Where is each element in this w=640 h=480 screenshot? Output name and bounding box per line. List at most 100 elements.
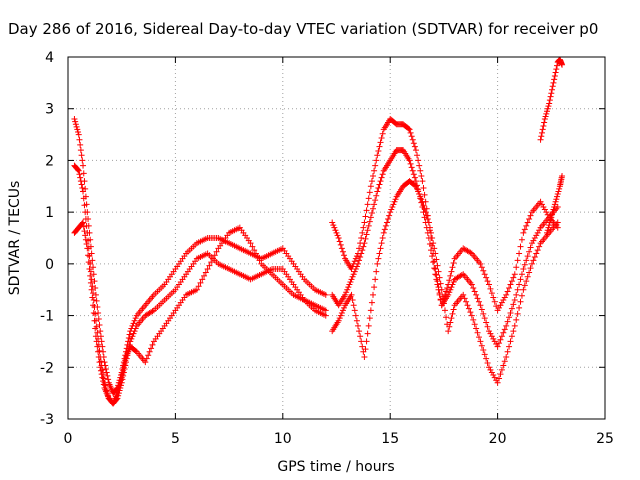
- data-point-interp: [94, 329, 101, 336]
- data-point-interp: [360, 243, 367, 250]
- data-point-interp: [410, 140, 417, 147]
- data-point-interp: [129, 333, 136, 340]
- data-point-interp: [350, 302, 357, 309]
- data-point: [546, 100, 553, 107]
- data-point-interp: [524, 253, 531, 260]
- data-point: [322, 307, 329, 314]
- data-point-interp: [521, 282, 528, 289]
- data-point-interp: [484, 359, 491, 366]
- data-point-interp: [332, 227, 339, 234]
- data-point-interp: [434, 281, 441, 288]
- data-point-interp: [500, 362, 507, 369]
- data-point-interp: [553, 196, 560, 203]
- data-point: [468, 281, 475, 288]
- data-point-interp: [474, 329, 481, 336]
- data-point-interp: [80, 195, 87, 202]
- data-point-interp: [426, 224, 433, 231]
- data-point-interp: [333, 229, 340, 236]
- data-point-interp: [77, 174, 84, 181]
- data-point-interp: [549, 211, 556, 218]
- data-point-interp: [80, 170, 87, 177]
- data-point: [432, 266, 439, 273]
- data-point-interp: [527, 212, 534, 219]
- data-point-interp: [345, 284, 352, 291]
- data-point: [322, 312, 329, 319]
- data-point: [559, 172, 566, 179]
- chart-title: Day 286 of 2016, Sidereal Day-to-day VTE…: [8, 20, 598, 38]
- data-point-interp: [104, 372, 111, 379]
- data-point-interp: [513, 291, 520, 298]
- data-point-interp: [414, 185, 421, 192]
- data-point-interp: [443, 288, 450, 295]
- data-point-interp: [103, 369, 110, 376]
- data-point-interp: [547, 93, 554, 100]
- data-point-interp: [362, 235, 369, 242]
- data-point-interp: [409, 136, 416, 143]
- data-point-interp: [378, 135, 385, 142]
- data-point: [406, 157, 413, 164]
- data-point-interp: [89, 257, 96, 264]
- data-point: [374, 188, 381, 195]
- data-point-interp: [517, 243, 524, 250]
- data-point-interp: [430, 259, 437, 266]
- data-point-interp: [490, 294, 497, 301]
- data-point-interp: [488, 290, 495, 297]
- data-point-interp: [375, 255, 382, 262]
- data-point-interp: [418, 196, 425, 203]
- data-point-interp: [117, 377, 124, 384]
- data-point-interp: [85, 259, 92, 266]
- data-point-interp: [202, 269, 209, 276]
- data-point-interp: [467, 249, 474, 256]
- data-point-interp: [517, 276, 524, 283]
- data-point: [88, 276, 95, 283]
- data-point-interp: [411, 143, 418, 150]
- data-point-interp: [195, 283, 202, 290]
- data-point-interp: [132, 347, 139, 354]
- data-point-interp: [526, 248, 533, 255]
- data-point-interp: [372, 162, 379, 169]
- data-point-interp: [90, 290, 97, 297]
- data-point: [425, 219, 432, 226]
- data-point-interp: [100, 378, 107, 385]
- data-point-interp: [497, 371, 504, 378]
- data-point-interp: [510, 301, 517, 308]
- data-point-interp: [471, 321, 478, 328]
- data-point-interp: [379, 171, 386, 178]
- data-point-interp: [447, 272, 454, 279]
- data-point-interp: [418, 172, 425, 179]
- data-point-interp: [115, 384, 122, 391]
- data-point-interp: [423, 212, 430, 219]
- data-point-interp: [497, 336, 504, 343]
- data-point-interp: [390, 201, 397, 208]
- data-point-interp: [428, 229, 435, 236]
- data-point-interp: [428, 247, 435, 254]
- data-point-interp: [76, 136, 83, 143]
- data-point-interp: [86, 266, 93, 273]
- data-point-interp: [90, 271, 97, 278]
- data-point-interp: [497, 302, 504, 309]
- data-point-interp: [79, 185, 86, 192]
- data-point-interp: [408, 164, 415, 171]
- data-point-interp: [514, 257, 521, 264]
- data-point: [127, 338, 134, 345]
- data-point-interp: [498, 366, 505, 373]
- data-point-interp: [496, 375, 503, 382]
- data-point: [335, 235, 342, 241]
- x-axis-label: GPS time / hours: [277, 459, 394, 475]
- data-point-interp: [554, 191, 561, 198]
- data-point-interp: [376, 181, 383, 188]
- data-point-interp: [547, 216, 554, 223]
- data-point-interp: [467, 309, 474, 316]
- data-point: [335, 317, 342, 324]
- data-point: [419, 178, 426, 185]
- data-point-interp: [446, 277, 453, 284]
- data-point-interp: [422, 209, 429, 216]
- data-point-interp: [376, 143, 383, 150]
- data-point-interp: [122, 357, 129, 364]
- data-point-interp: [480, 310, 487, 317]
- data-point: [511, 297, 518, 304]
- data-point-interp: [448, 315, 455, 322]
- data-point-interp: [146, 348, 153, 355]
- data-point-interp: [461, 295, 468, 302]
- data-point-interp: [554, 193, 561, 200]
